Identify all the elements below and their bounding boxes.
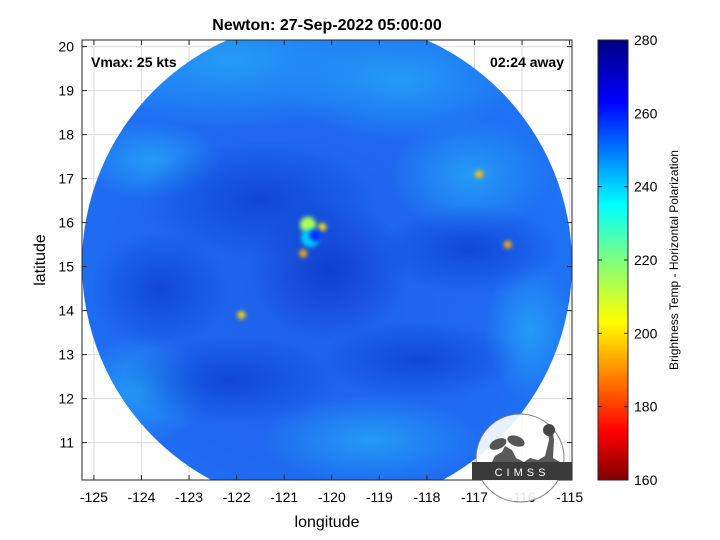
colorbar-tick-label: 280 <box>634 32 658 48</box>
brightness-feature <box>309 229 322 242</box>
x-tick-label: -115 <box>556 489 583 505</box>
colorbar-tick-label: 180 <box>634 399 658 415</box>
convective-features <box>237 170 512 319</box>
x-tick-label: -119 <box>366 489 393 505</box>
brightness-feature <box>503 240 512 249</box>
colorbar-label: Brightness Temp - Horizontal Polarizatio… <box>667 150 681 370</box>
brightness-feature <box>475 170 484 179</box>
x-tick-label: -121 <box>270 489 298 505</box>
brightness-feature <box>299 249 308 258</box>
time-away-annotation: 02:24 away <box>490 54 564 70</box>
y-tick-label: 20 <box>58 39 74 55</box>
x-tick-label: -123 <box>175 489 203 505</box>
colorbar-tick-label: 240 <box>634 179 658 195</box>
axes-frame <box>81 39 573 481</box>
vmax-annotation: Vmax: 25 kts <box>91 54 177 70</box>
colorbar-ticks: 160 180 200 220 240 260 280 <box>598 32 658 488</box>
y-axis: 11 12 13 14 15 16 17 18 19 20 <box>58 39 572 451</box>
colorbar-tick-label: 260 <box>634 105 658 121</box>
colorbar-tick-label: 220 <box>634 252 658 268</box>
y-tick-label: 13 <box>58 347 74 363</box>
brightness-feature <box>318 223 327 231</box>
y-tick-label: 19 <box>58 83 74 99</box>
x-tick-label: -125 <box>80 489 108 505</box>
x-tick-label: -122 <box>223 489 251 505</box>
colorbar-tick-label: 200 <box>634 325 658 341</box>
y-tick-label: 11 <box>59 435 74 451</box>
y-tick-label: 14 <box>58 303 74 319</box>
x-tick-label: -124 <box>127 489 155 505</box>
y-tick-label: 17 <box>58 171 74 187</box>
brightness-feature <box>237 311 246 319</box>
y-tick-label: 18 <box>58 127 74 143</box>
y-tick-label: 16 <box>58 215 74 231</box>
x-tick-label: -118 <box>413 489 440 505</box>
x-axis-label: longitude <box>295 514 360 531</box>
x-tick-label: -120 <box>318 489 346 505</box>
x-tick-label: -117 <box>461 489 488 505</box>
colorbar <box>597 39 629 481</box>
y-tick-label: 12 <box>58 391 74 407</box>
y-tick-label: 15 <box>58 259 74 275</box>
cimss-logo: CIMSS <box>472 413 572 503</box>
colorbar-tick-label: 160 <box>634 472 658 488</box>
chart-title: Newton: 27-Sep-2022 05:00:00 <box>212 17 442 34</box>
brightness-feature <box>299 216 316 233</box>
y-axis-label: latitude <box>32 234 49 286</box>
logo-text: CIMSS <box>495 467 550 479</box>
